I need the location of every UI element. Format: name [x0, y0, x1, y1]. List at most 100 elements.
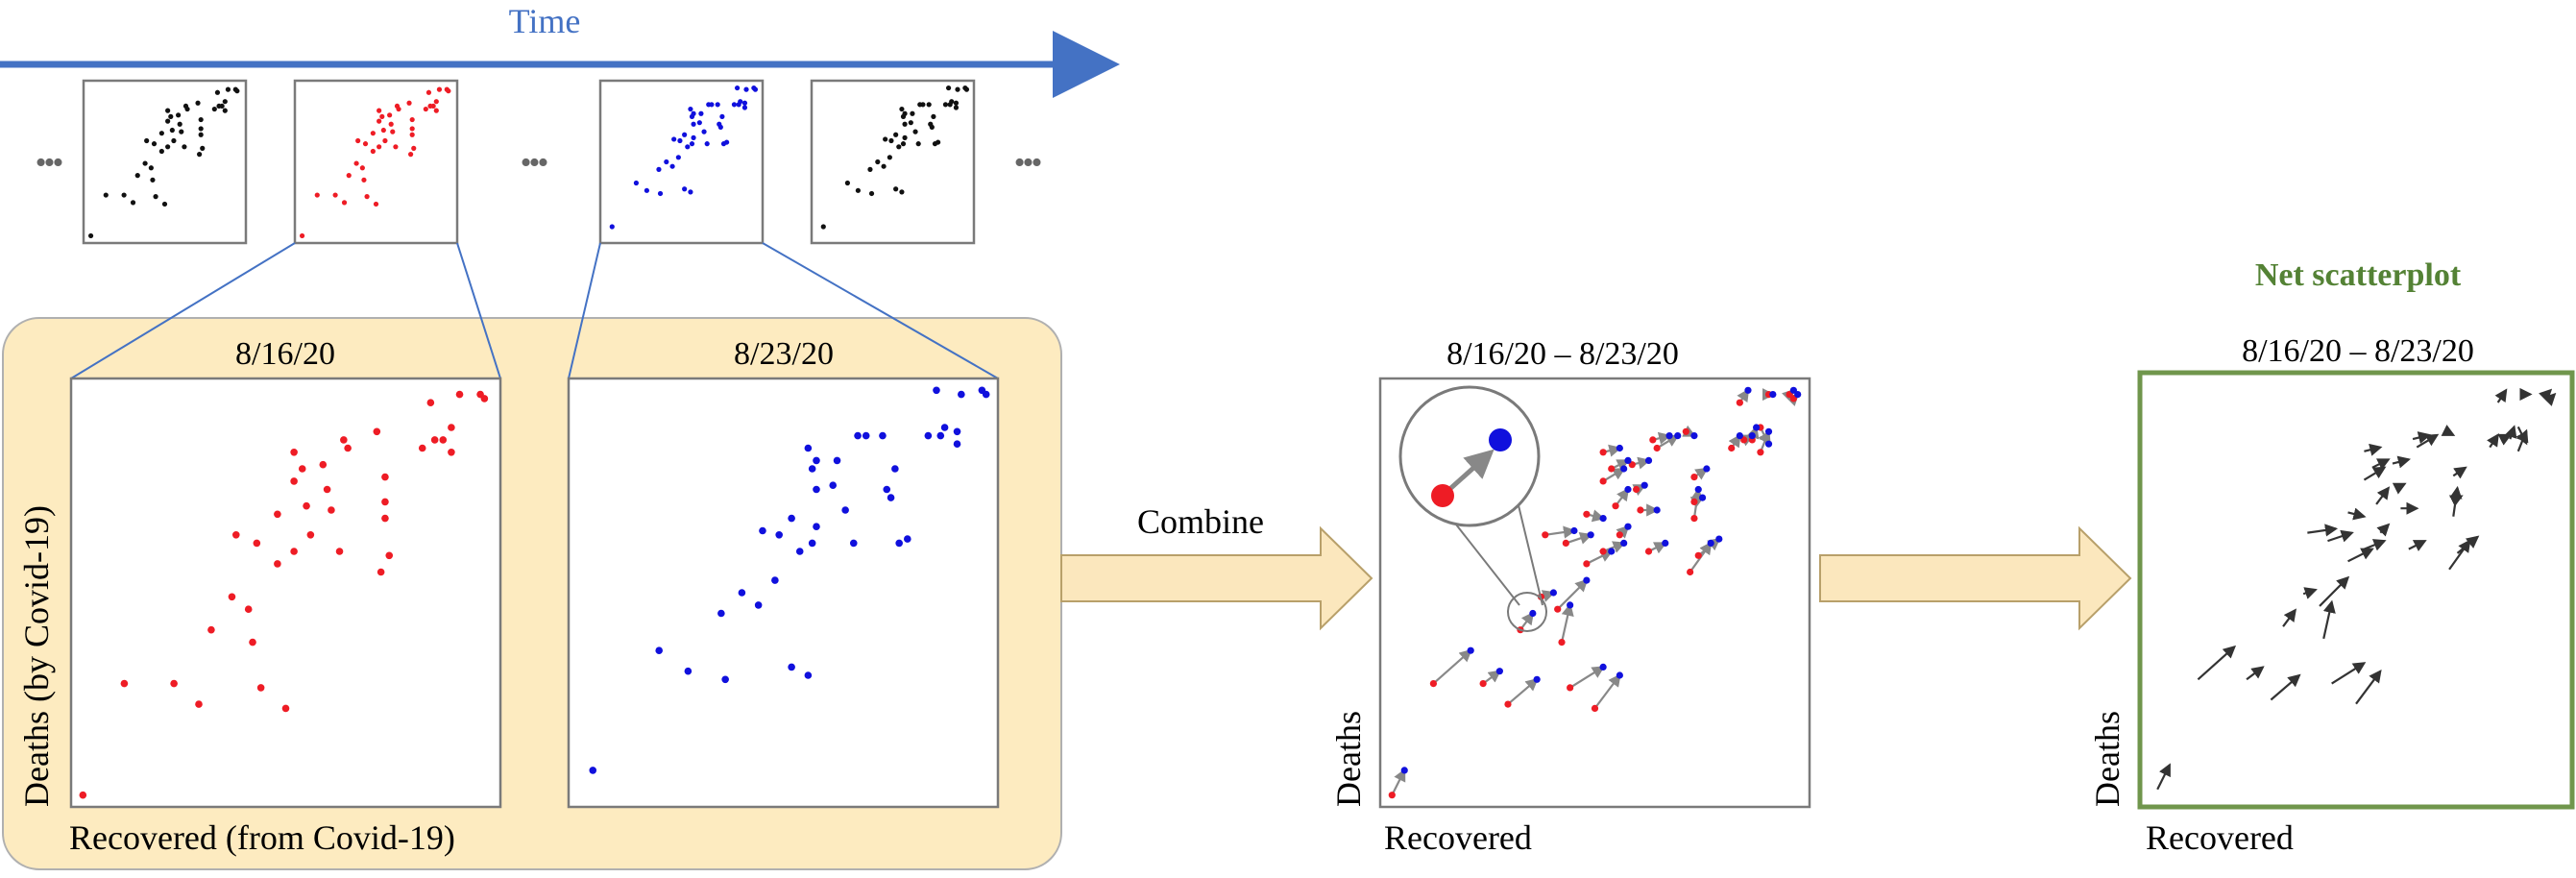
combined-arrow-5 [1593, 673, 1621, 710]
thumb-black-1-point-24 [165, 118, 171, 124]
thumb-week2-point-38 [743, 86, 749, 92]
thumb-week1-point-17 [390, 129, 396, 134]
thumb-week1-point-25 [379, 113, 385, 119]
thumb-week1-point-3 [341, 200, 348, 206]
combined-week2-point-0 [1400, 767, 1408, 774]
panel-week2-points [589, 386, 990, 774]
thumb-week1-point-23 [388, 121, 394, 127]
combined-arrow-36 [1759, 429, 1771, 453]
combined-week2-point-25 [1624, 456, 1632, 464]
net-y-axis-label: Deaths [2088, 711, 2126, 807]
week2-point-13 [808, 539, 816, 548]
thumb-week1-point-1 [314, 192, 320, 198]
week1-point-27 [319, 460, 328, 469]
week2-point-18 [849, 539, 858, 548]
thumb-black-2-point-34 [949, 99, 955, 105]
thumb-week1-point-6 [361, 177, 367, 183]
ellipsis-middle: ••• [521, 145, 547, 181]
combine-label: Combine [1137, 502, 1264, 541]
thumb-black-1-point-2 [121, 192, 127, 198]
week2-point-23 [829, 481, 838, 490]
zoom-lines [70, 242, 999, 379]
thumb-black-1-point-15 [158, 131, 164, 136]
thumb-black-1-point-38 [225, 86, 231, 92]
thumb-week1-point-9 [353, 160, 359, 166]
combine-arrow [1060, 525, 1373, 631]
thumb-week2-point-5 [688, 189, 693, 195]
thumb-week2-point-12 [685, 144, 691, 150]
combined-week2-point-29 [1674, 432, 1682, 440]
thumb-week1-point-20 [411, 145, 417, 151]
net-arrow-3 [2270, 673, 2301, 701]
net-arrow-25 [2371, 458, 2391, 471]
thumb-black-1-point-23 [177, 121, 182, 127]
combined-week2-point-17 [1653, 506, 1661, 514]
thumb-week2-point-15 [682, 132, 688, 137]
combined-week2-point-7 [1583, 576, 1591, 584]
combined-week1-point-12 [1583, 560, 1591, 568]
combined-week2-point-31 [1690, 432, 1698, 440]
thumb-black-2-point-2 [855, 187, 861, 193]
combined-week2-point-20 [1715, 535, 1723, 543]
thumb-week1-point-24 [377, 118, 382, 124]
combined-week2-point-16 [1624, 485, 1632, 494]
thumb-black-2-point-15 [893, 132, 899, 137]
combined-week1-point-20 [1694, 551, 1702, 559]
thumb-black-1-point-3 [130, 200, 136, 206]
week2-point-4 [788, 663, 795, 671]
net-arrow-8 [2282, 608, 2297, 627]
week2-point-36 [953, 427, 961, 436]
thumb-week2-point-10 [671, 136, 677, 142]
thumb-black-2-point-0 [820, 224, 826, 230]
thumb-week1-point-26 [377, 108, 382, 113]
thumbnail-week1 [293, 79, 459, 245]
combined-week2-point-10 [1570, 526, 1578, 535]
week1-point-13 [290, 548, 298, 555]
combined-week2-point-13 [1620, 539, 1628, 548]
thumb-week2-point-7 [675, 155, 681, 160]
thumb-week1-point-34 [430, 103, 436, 110]
thumb-week2-point-6 [669, 163, 675, 169]
thumb-black-1-point-32 [211, 106, 217, 112]
thumb-week2-point-2 [644, 187, 649, 193]
combined-week2-point-33 [1748, 432, 1756, 440]
thumb-week2-point-40 [752, 86, 759, 92]
combined-week1-point-37 [1736, 399, 1743, 406]
thumb-black-2-point-28 [931, 113, 936, 119]
thumb-black-2-point-31 [926, 102, 932, 108]
combined-week1-point-25 [1608, 465, 1616, 473]
net-arrow-27 [2392, 455, 2411, 469]
thumbnail-week1-points [299, 86, 451, 239]
thumb-week1-point-14 [382, 137, 388, 144]
week2-point-25 [813, 456, 820, 465]
week2-point-8 [717, 609, 725, 618]
week1-point-29 [344, 444, 352, 452]
thumb-black-2-point-7 [887, 155, 892, 160]
combined-week1-point-1 [1429, 680, 1438, 688]
thumb-black-1-point-36 [222, 108, 228, 113]
thumb-black-1-point-34 [219, 103, 225, 110]
week2-point-40 [982, 390, 990, 399]
magnified-week1-point [1431, 484, 1454, 507]
thumb-black-1-point-20 [200, 145, 206, 151]
thumb-week1-point-22 [409, 126, 415, 132]
combined-week2-point-37 [1744, 386, 1752, 394]
combined-week1-point-19 [1687, 568, 1694, 576]
thumb-black-1-point-22 [198, 126, 204, 132]
combined-week2-point-30 [1665, 432, 1673, 440]
week1-point-33 [430, 436, 439, 444]
thumb-week1-point-12 [370, 148, 376, 155]
magnified-displacement-arrow [1443, 449, 1495, 496]
week2-point-19 [895, 539, 903, 548]
week2-point-16 [813, 485, 820, 494]
net-arrow-30 [2412, 431, 2432, 444]
week2-point-5 [804, 671, 813, 679]
week1-point-16 [303, 501, 310, 510]
thumb-week1-point-36 [433, 108, 439, 113]
week1-point-31 [373, 427, 381, 436]
thumb-week2-point-13 [689, 141, 695, 147]
thumb-week1-point-2 [332, 192, 338, 198]
thumb-black-2-point-38 [955, 86, 960, 92]
thumb-black-2-point-30 [917, 102, 923, 108]
combined-week2-point-3 [1533, 675, 1541, 683]
